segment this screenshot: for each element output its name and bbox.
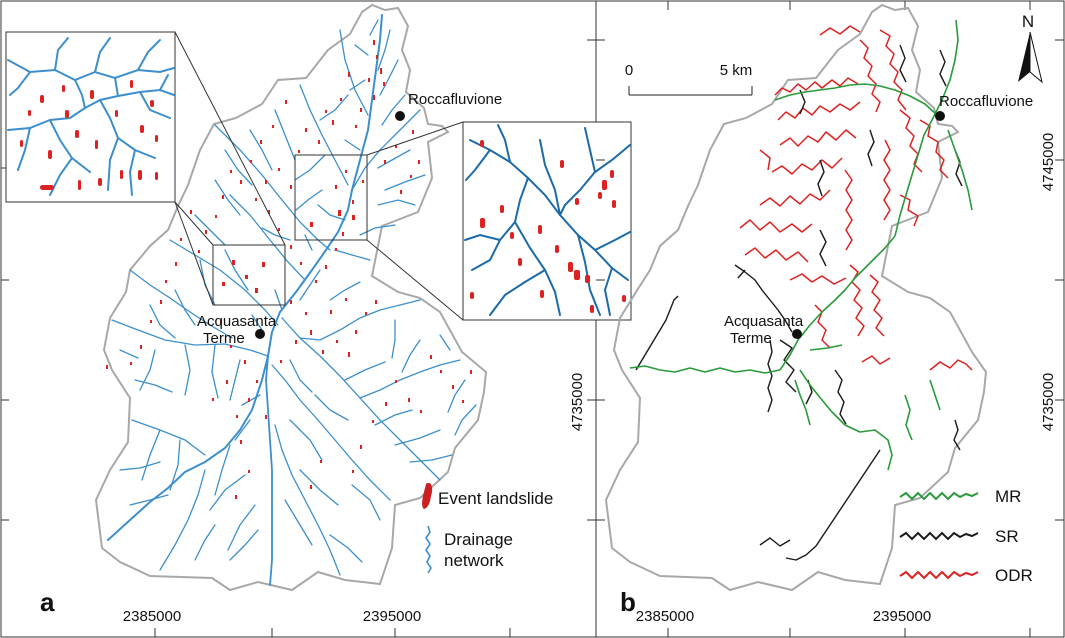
scale-bar: 0 5 km bbox=[625, 62, 753, 96]
zoom-box-east bbox=[294, 154, 368, 241]
landslide-legend-icon bbox=[422, 482, 433, 509]
town-dot-acquasanta-b bbox=[792, 329, 802, 339]
town-label-acquasanta-b-line2: Terme bbox=[730, 330, 772, 347]
legend-odr-swatch bbox=[899, 570, 979, 580]
legend-landslide-label: Event landslide bbox=[438, 489, 553, 508]
legend-drainage-label-line2: network bbox=[444, 551, 504, 570]
town-label-acquasanta-a-line2: Terme bbox=[203, 330, 245, 347]
legend-odr-label: ODR bbox=[995, 566, 1033, 585]
panel-b-xtick-1: 2385000 bbox=[636, 608, 694, 625]
legend-drainage-label-line1: Drainage bbox=[444, 530, 513, 549]
watershed-boundary-b bbox=[605, 4, 987, 591]
legend-sr-label: SR bbox=[995, 527, 1019, 546]
panel-b-letter: b bbox=[620, 587, 636, 617]
scale-bar-start-label: 0 bbox=[625, 62, 633, 79]
legend-b: MR SR ODR bbox=[899, 487, 1033, 585]
panel-b-ytick-1: 4745000 bbox=[1040, 133, 1057, 191]
panel-a: Roccafluvione Acquasanta Terme Event lan… bbox=[1, 4, 632, 637]
town-dot-acquasanta-a bbox=[255, 329, 265, 339]
north-arrow: N bbox=[1018, 12, 1043, 84]
panel-b-ticks bbox=[596, 1, 1064, 637]
town-label-roccafluvione-a: Roccafluvione bbox=[408, 91, 502, 108]
panel-a-ytick: 4735000 bbox=[569, 373, 586, 431]
town-label-acquasanta-a-line1: Acquasanta bbox=[197, 313, 277, 330]
legend-a: Event landslide Drainage network bbox=[422, 482, 553, 574]
legend-mr-label: MR bbox=[995, 487, 1021, 506]
mr-rivers bbox=[629, 19, 973, 471]
legend-sr-swatch bbox=[899, 531, 979, 541]
town-dot-roccafluvione-a bbox=[395, 111, 405, 121]
inset-east bbox=[462, 121, 632, 321]
zoom-box-west bbox=[212, 244, 286, 306]
panel-b-xtick-2: 2395000 bbox=[873, 608, 931, 625]
scale-bar-end-label: 5 km bbox=[720, 62, 753, 79]
zoom-indicators bbox=[174, 31, 464, 321]
inset-west bbox=[5, 31, 176, 203]
drainage-legend-icon bbox=[425, 525, 432, 574]
town-label-roccafluvione-b: Roccafluvione bbox=[939, 93, 1033, 110]
north-arrow-label: N bbox=[1022, 12, 1034, 31]
panel-a-xtick-1: 2385000 bbox=[123, 608, 181, 625]
town-label-acquasanta-b-line1: Acquasanta bbox=[724, 313, 804, 330]
town-dot-roccafluvione-b bbox=[935, 111, 945, 121]
sr-rivers bbox=[635, 44, 963, 561]
event-landslides bbox=[106, 40, 472, 499]
panel-b: 0 5 km N Roccafluvione Acquasanta Terme … bbox=[596, 1, 1064, 637]
odr-rivers bbox=[739, 25, 973, 371]
legend-mr-swatch bbox=[899, 491, 979, 501]
panel-a-letter: a bbox=[40, 587, 55, 617]
north-arrow-icon bbox=[1018, 32, 1030, 82]
panel-a-xtick-2: 2395000 bbox=[363, 608, 421, 625]
panel-b-ytick-2: 4735000 bbox=[1040, 373, 1057, 431]
